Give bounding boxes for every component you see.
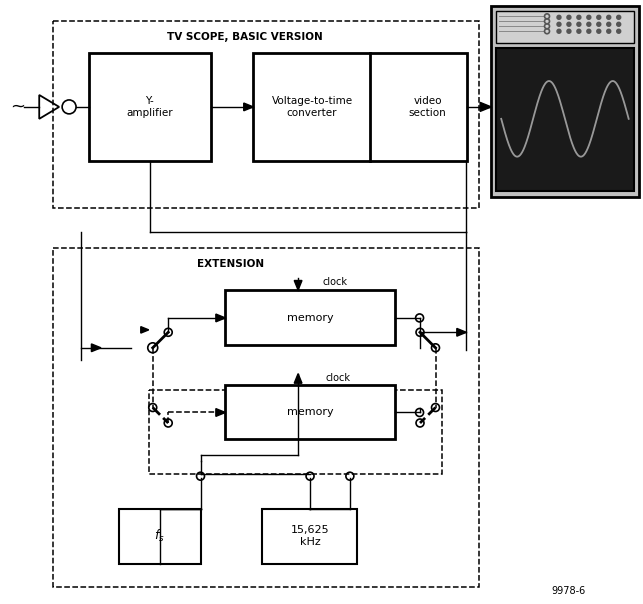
Circle shape — [577, 15, 581, 19]
Circle shape — [597, 29, 601, 33]
Circle shape — [597, 22, 601, 26]
FancyBboxPatch shape — [496, 48, 633, 190]
Text: video
section: video section — [409, 96, 446, 118]
Text: $f_s$: $f_s$ — [154, 528, 165, 544]
Text: memory: memory — [287, 313, 333, 323]
Circle shape — [617, 22, 620, 26]
Circle shape — [557, 15, 561, 19]
Circle shape — [567, 29, 571, 33]
Text: clock: clock — [322, 277, 347, 287]
Circle shape — [617, 15, 620, 19]
FancyBboxPatch shape — [226, 385, 395, 439]
Text: Voltage-to-time
converter: Voltage-to-time converter — [271, 96, 352, 118]
Text: Y-
amplifier: Y- amplifier — [127, 96, 173, 118]
Circle shape — [577, 29, 581, 33]
Polygon shape — [91, 344, 101, 352]
FancyBboxPatch shape — [226, 290, 395, 345]
Polygon shape — [216, 409, 226, 416]
Text: clock: clock — [325, 373, 350, 383]
Polygon shape — [216, 314, 226, 322]
Circle shape — [607, 15, 611, 19]
Polygon shape — [294, 280, 302, 290]
Circle shape — [587, 29, 591, 33]
Circle shape — [607, 22, 611, 26]
Text: 9978-6: 9978-6 — [552, 586, 586, 596]
FancyBboxPatch shape — [89, 53, 212, 161]
Text: 15,625
kHz: 15,625 kHz — [291, 525, 329, 547]
FancyBboxPatch shape — [262, 509, 357, 564]
FancyBboxPatch shape — [496, 11, 633, 43]
Circle shape — [587, 22, 591, 26]
Circle shape — [607, 29, 611, 33]
Circle shape — [567, 15, 571, 19]
FancyBboxPatch shape — [253, 53, 467, 161]
Polygon shape — [480, 102, 491, 111]
Circle shape — [567, 22, 571, 26]
FancyBboxPatch shape — [53, 21, 479, 208]
FancyBboxPatch shape — [53, 248, 479, 586]
Polygon shape — [244, 103, 253, 111]
Circle shape — [557, 22, 561, 26]
Circle shape — [577, 22, 581, 26]
Circle shape — [617, 29, 620, 33]
Text: EXTENSION: EXTENSION — [197, 259, 264, 269]
FancyBboxPatch shape — [119, 509, 201, 564]
Text: ~: ~ — [10, 98, 25, 116]
Circle shape — [597, 15, 601, 19]
Circle shape — [587, 15, 591, 19]
Polygon shape — [457, 329, 466, 336]
Polygon shape — [294, 374, 302, 383]
Circle shape — [557, 29, 561, 33]
Text: memory: memory — [287, 408, 333, 417]
FancyBboxPatch shape — [491, 7, 638, 198]
Text: TV SCOPE, BASIC VERSION: TV SCOPE, BASIC VERSION — [167, 32, 323, 42]
Polygon shape — [141, 327, 149, 333]
